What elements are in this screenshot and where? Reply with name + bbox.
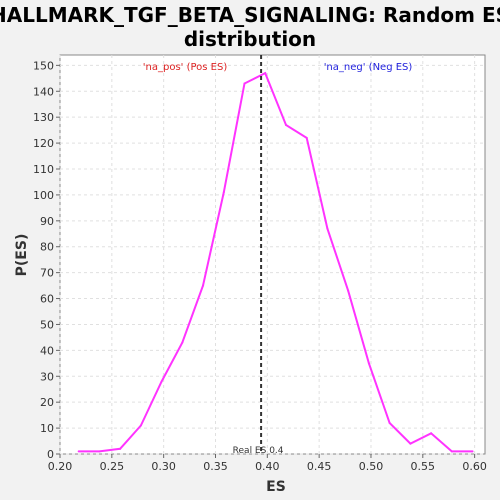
x-axis-ticks: 0.20 0.25 0.30 0.35 0.40 0.45 0.50 0.55 0.60: [48, 454, 487, 473]
x-tick-label: 0.50: [359, 460, 384, 473]
data-point: [181, 342, 183, 344]
data-point: [430, 432, 432, 434]
data-point: [98, 450, 100, 452]
y-axis-label: P(ES): [14, 234, 30, 277]
x-axis-label: ES: [266, 479, 286, 495]
x-tick-label: 0.45: [307, 460, 332, 473]
data-point: [472, 450, 474, 452]
data-point: [264, 72, 266, 74]
data-point: [451, 450, 453, 452]
y-tick-label: 80: [40, 241, 54, 254]
x-tick-label: 0.20: [48, 460, 73, 473]
chart-title-line1: HALLMARK_TGF_BETA_SIGNALING: Random ES: [0, 3, 500, 27]
annotation-pos: 'na_pos' (Pos ES): [143, 62, 228, 73]
y-tick-label: 120: [33, 137, 54, 150]
x-tick-label: 0.60: [462, 460, 487, 473]
chart-title-line2: distribution: [184, 27, 316, 51]
y-tick-label: 20: [40, 396, 54, 409]
y-tick-label: 40: [40, 344, 54, 357]
y-tick-label: 130: [33, 111, 54, 124]
x-tick-label: 0.30: [151, 460, 176, 473]
data-point: [78, 450, 80, 452]
x-tick-label: 0.40: [255, 460, 280, 473]
y-tick-label: 90: [40, 215, 54, 228]
y-tick-label: 140: [33, 85, 54, 98]
data-point: [326, 228, 328, 230]
y-tick-label: 30: [40, 370, 54, 383]
real-es-label: Real ES 0.4: [233, 446, 284, 456]
data-point: [202, 285, 204, 287]
data-point: [368, 362, 370, 364]
y-tick-label: 70: [40, 267, 54, 280]
y-tick-label: 0: [47, 448, 54, 461]
data-point: [347, 290, 349, 292]
data-point: [409, 443, 411, 445]
data-point: [285, 124, 287, 126]
x-tick-label: 0.55: [411, 460, 436, 473]
plot-area: [60, 55, 485, 454]
data-point: [306, 137, 308, 139]
x-tick-label: 0.35: [203, 460, 228, 473]
x-tick-label: 0.25: [100, 460, 125, 473]
annotation-neg: 'na_neg' (Neg ES): [324, 62, 413, 73]
data-point: [140, 425, 142, 427]
data-point: [389, 422, 391, 424]
y-tick-label: 10: [40, 422, 54, 435]
data-point: [119, 448, 121, 450]
data-point: [161, 380, 163, 382]
data-point: [223, 191, 225, 193]
y-tick-label: 110: [33, 163, 54, 176]
y-axis-ticks: 0 10 20 30 40 50 60 70 80 90 100 110 120 130 140 150: [33, 59, 60, 461]
y-tick-label: 150: [33, 59, 54, 72]
y-tick-label: 50: [40, 318, 54, 331]
data-point: [244, 83, 246, 85]
y-tick-label: 60: [40, 293, 54, 306]
y-tick-label: 100: [33, 189, 54, 202]
